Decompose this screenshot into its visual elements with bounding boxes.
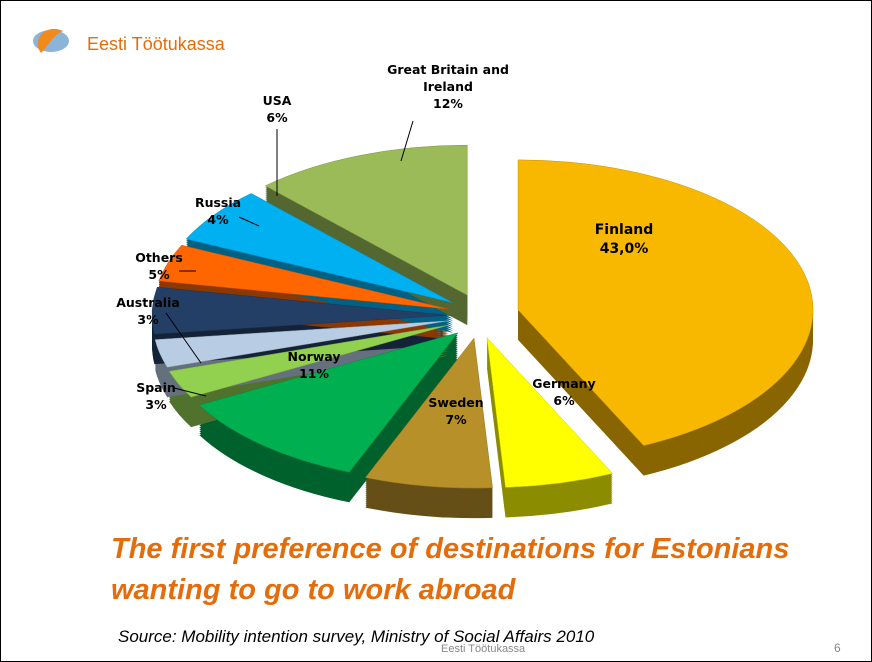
category-label: Norway: [287, 349, 341, 364]
category-label: USA: [262, 93, 292, 108]
slice-label: Russia 4%: [143, 194, 293, 228]
slice-label: Australia 3%: [73, 294, 223, 328]
leader-line: [400, 120, 414, 162]
value-label: 3%: [137, 312, 159, 327]
category-label: Finland: [594, 222, 654, 238]
slice: [517, 159, 814, 446]
category-label: Australia: [116, 295, 180, 310]
chart-title: The first preference of destinations for…: [111, 533, 790, 606]
category-label: Russia: [194, 195, 242, 210]
slice: [198, 332, 459, 473]
value-label: 11%: [299, 366, 329, 381]
category-label: Spain: [136, 380, 176, 395]
category-label: Great Britain and Ireland: [387, 62, 509, 94]
leader-line: [165, 312, 202, 364]
value-label: 6%: [553, 393, 575, 408]
slice: [364, 337, 493, 489]
logo-icon: [33, 28, 69, 53]
value-label: 6%: [266, 110, 288, 125]
slice-label: Germany 6%: [489, 375, 639, 409]
value-label: 4%: [207, 212, 229, 227]
slice: [158, 244, 449, 310]
value-label: 5%: [148, 267, 170, 282]
source: Source: Mobility intention survey, Minis…: [118, 627, 595, 646]
slice-label: USA 6%: [202, 92, 352, 126]
slice: [154, 320, 448, 368]
slice: [486, 336, 614, 488]
slice: [264, 144, 468, 296]
slide-number: 6: [834, 641, 841, 655]
leader-line: [173, 387, 207, 397]
category-label: Germany: [532, 376, 596, 391]
value-label: 7%: [445, 412, 467, 427]
slice-label: Spain 3%: [81, 379, 231, 413]
value-label: 43,0%: [599, 241, 649, 257]
slice: [168, 324, 450, 398]
slice-label: Others 5%: [84, 249, 234, 283]
logo-text: Eesti Töötukassa: [87, 34, 225, 54]
value-label: 12%: [433, 96, 463, 111]
slice: [185, 193, 454, 304]
slice-label: Great Britain and Ireland 12%: [383, 61, 513, 112]
category-label: Sweden: [428, 395, 484, 410]
slice-label: Sweden 7%: [381, 394, 531, 428]
footer: Eesti Töötukassa: [441, 643, 526, 655]
slice-label: Norway 11%: [239, 348, 389, 382]
category-label: Others: [135, 250, 183, 265]
slice-label: Finland 43,0%: [549, 221, 699, 259]
leader-line: [238, 216, 260, 227]
value-label: 3%: [145, 397, 167, 412]
slice: [151, 286, 448, 335]
